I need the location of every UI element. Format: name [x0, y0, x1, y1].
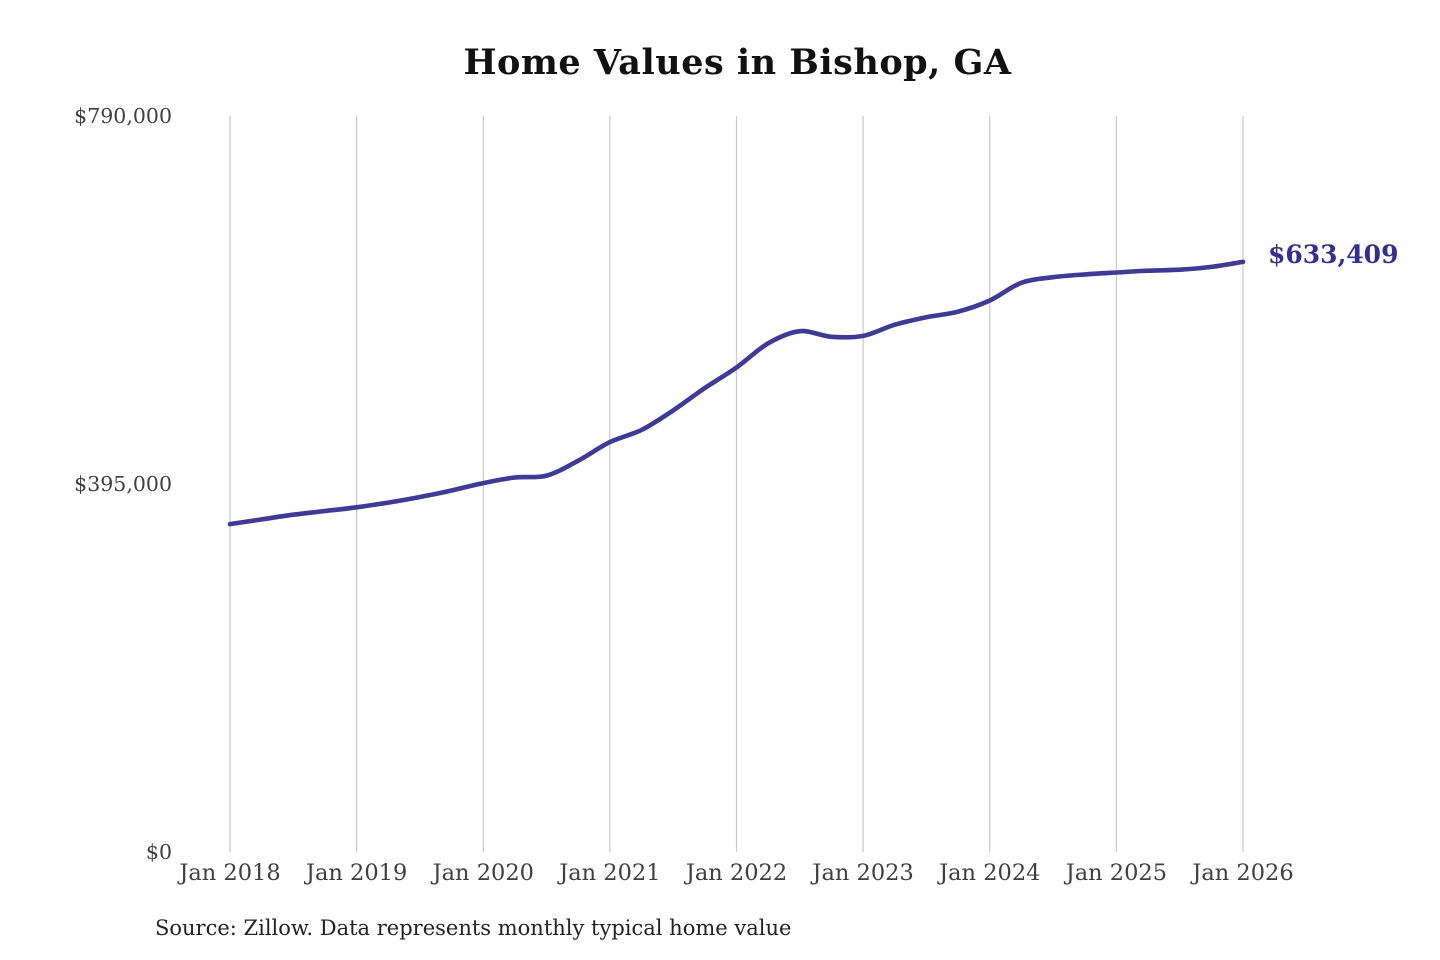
x-tick-label: Jan 2021 [557, 860, 660, 886]
x-tick-label: Jan 2026 [1190, 860, 1293, 886]
x-tick-label: Jan 2019 [304, 860, 407, 886]
y-tick-label: $395,000 [74, 472, 172, 496]
y-tick-label: $0 [146, 840, 172, 864]
x-tick-label: Jan 2025 [1064, 860, 1167, 886]
source-note: Source: Zillow. Data represents monthly … [155, 916, 792, 940]
x-tick-label: Jan 2024 [937, 860, 1040, 886]
x-tick-label: Jan 2023 [810, 860, 913, 886]
current-value-label: $633,409 [1268, 240, 1398, 269]
home-value-line [227, 259, 1246, 527]
x-tick-label: Jan 2018 [177, 860, 280, 886]
x-tick-label: Jan 2022 [684, 860, 787, 886]
y-tick-label: $790,000 [74, 104, 172, 128]
x-tick-label: Jan 2020 [431, 860, 534, 886]
chart-title: Home Values in Bishop, GA [463, 42, 1012, 83]
